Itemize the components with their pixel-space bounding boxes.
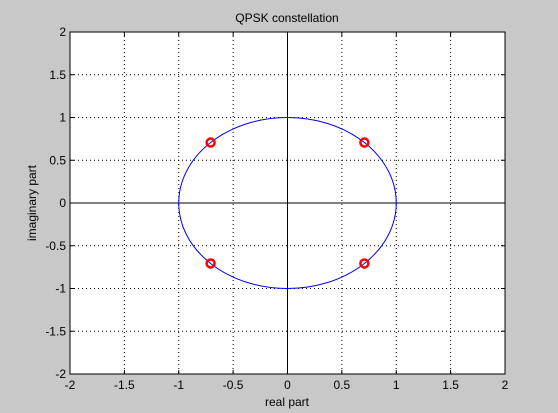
curve-layer xyxy=(178,117,397,289)
constellation-point xyxy=(359,137,370,148)
x-tick-label: 1.5 xyxy=(442,378,459,392)
x-axis-label: real part xyxy=(265,395,310,409)
y-tick-label: 2 xyxy=(59,25,66,39)
x-axis-ticks: -2 -1.5 -1 -0.5 0 0.5 1 1.5 2 xyxy=(65,32,509,392)
unit-circle-curve xyxy=(178,117,397,289)
x-tick-label: -2 xyxy=(65,378,76,392)
x-tick-label: -0.5 xyxy=(223,378,244,392)
data-points xyxy=(205,137,370,269)
y-tick-label: -1.5 xyxy=(45,324,66,338)
y-axis-label: imaginary part xyxy=(25,164,39,241)
x-tick-label: 2 xyxy=(502,378,509,392)
x-tick-label: -1 xyxy=(173,378,184,392)
constellation-point xyxy=(205,258,216,269)
y-tick-label: 0 xyxy=(59,196,66,210)
zero-axis-lines xyxy=(70,32,505,374)
y-tick-label: 0.5 xyxy=(49,153,66,167)
y-axis-ticks: -2 -1.5 -1 -0.5 0 0.5 1 1.5 2 xyxy=(45,25,505,381)
x-tick-label: -1.5 xyxy=(114,378,135,392)
y-tick-label: -1 xyxy=(55,282,66,296)
y-tick-label: -2 xyxy=(55,367,66,381)
x-tick-label: 0 xyxy=(284,378,291,392)
x-tick-label: 0.5 xyxy=(334,378,351,392)
y-tick-label: 1 xyxy=(59,111,66,125)
x-tick-label: 1 xyxy=(393,378,400,392)
constellation-point xyxy=(359,258,370,269)
constellation-point xyxy=(205,137,216,148)
y-tick-label: -0.5 xyxy=(45,239,66,253)
y-tick-label: 1.5 xyxy=(49,68,66,82)
chart-title: QPSK constellation xyxy=(235,11,338,25)
